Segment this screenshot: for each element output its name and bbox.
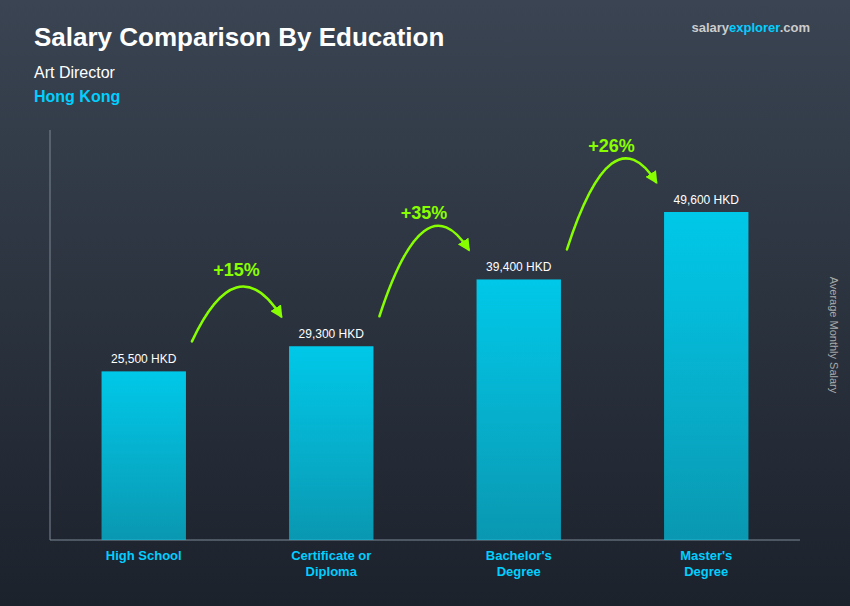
change-label: +15% [213, 260, 260, 280]
x-tick-label-line: High School [106, 548, 182, 563]
bars [102, 212, 749, 540]
x-tick-label-line: Bachelor's [486, 548, 552, 563]
subtitle: Hong Kong [34, 88, 120, 105]
y-axis [50, 130, 51, 540]
title: Salary Comparison By Education [34, 22, 444, 52]
x-tick-label-line: Diploma [306, 564, 358, 579]
change-arrow [379, 226, 468, 316]
source-part: salary [691, 20, 729, 35]
data-label: 29,300 HKD [299, 327, 365, 341]
x-tick-label: Certificate orDiploma [291, 548, 371, 579]
data-label: 49,600 HKD [674, 193, 740, 207]
background [0, 0, 850, 606]
bar [102, 371, 186, 540]
x-tick-label: Bachelor'sDegree [486, 548, 552, 579]
data-label: 39,400 HKD [486, 260, 552, 274]
bar [477, 279, 561, 540]
source: salaryexplorer.com [691, 20, 810, 35]
source-part: explorer [729, 20, 780, 35]
bar [289, 346, 373, 540]
x-tick-label-line: Certificate or [291, 548, 371, 563]
x-tick-label: High School [106, 548, 182, 563]
x-tick-label-line: Master's [680, 548, 732, 563]
change-arrow [567, 158, 656, 249]
change-arrow [192, 287, 281, 342]
subtitle: Art Director [34, 64, 116, 81]
change-label: +35% [401, 203, 448, 223]
x-tick-label-line: Degree [684, 564, 728, 579]
x-tick-label-line: Degree [497, 564, 541, 579]
x-tick-label: Master'sDegree [680, 548, 732, 579]
data-label: 25,500 HKD [111, 352, 177, 366]
bar [664, 212, 748, 540]
change-label: +26% [588, 136, 635, 156]
source-part: .com [780, 20, 810, 35]
chart: Salary Comparison By Education Art Direct… [0, 0, 850, 606]
y-axis-label: Average Monthly Salary [828, 277, 840, 394]
